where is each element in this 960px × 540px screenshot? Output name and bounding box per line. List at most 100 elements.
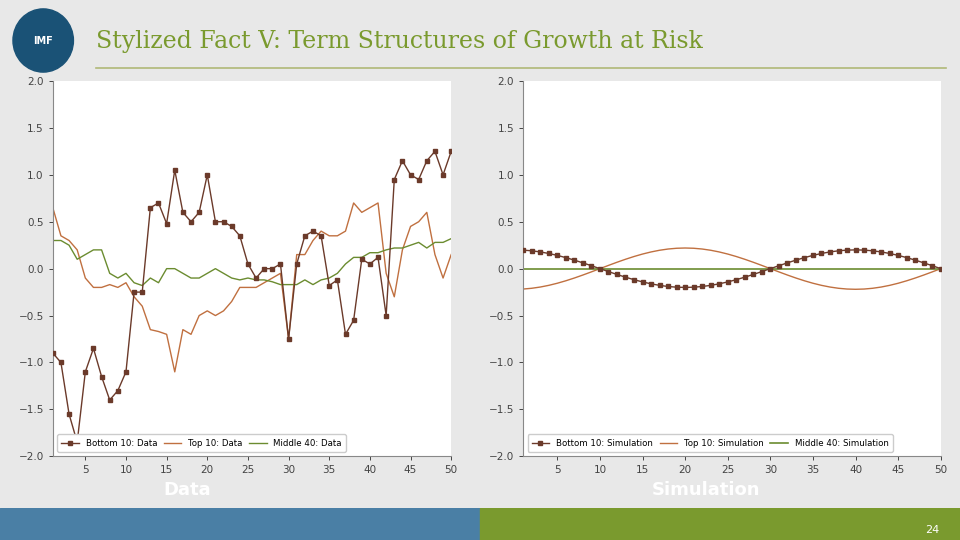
Top 10: Data: (33, 0.3): Data: (33, 0.3) xyxy=(307,237,319,244)
Bottom 10: Simulation: (43, 0.178): Simulation: (43, 0.178) xyxy=(876,249,887,255)
Middle 40: Data: (35, -0.1): Data: (35, -0.1) xyxy=(324,275,335,281)
Top 10: Simulation: (5, -0.156): Simulation: (5, -0.156) xyxy=(552,280,564,287)
Middle 40: Data: (30, -0.17): Data: (30, -0.17) xyxy=(283,281,295,288)
Bottom 10: Simulation: (48, 0.0618): Simulation: (48, 0.0618) xyxy=(918,260,929,266)
Middle 40: Simulation: (3, 0): Simulation: (3, 0) xyxy=(535,265,546,272)
Top 10: Data: (40, 0.65): Data: (40, 0.65) xyxy=(364,205,375,211)
Bottom 10: Simulation: (17, -0.178): Simulation: (17, -0.178) xyxy=(654,282,665,288)
Bottom 10: Data: (50, 1.25): Data: (50, 1.25) xyxy=(445,148,457,154)
Middle 40: Data: (44, 0.22): Data: (44, 0.22) xyxy=(396,245,408,251)
Middle 40: Data: (12, -0.18): Data: (12, -0.18) xyxy=(136,282,148,289)
Middle 40: Simulation: (5, 0): Simulation: (5, 0) xyxy=(552,265,564,272)
Middle 40: Simulation: (46, 0): Simulation: (46, 0) xyxy=(900,265,912,272)
Bottom 10: Simulation: (11, -0.0313): Simulation: (11, -0.0313) xyxy=(603,268,614,275)
Bottom 10: Data: (29, 0.05): Data: (29, 0.05) xyxy=(275,261,286,267)
Bottom 10: Data: (4, -1.85): Data: (4, -1.85) xyxy=(71,439,83,446)
Bottom 10: Simulation: (39, 0.198): Simulation: (39, 0.198) xyxy=(841,247,852,253)
Bottom 10: Data: (37, -0.7): Data: (37, -0.7) xyxy=(340,331,351,338)
Middle 40: Data: (3, 0.25): Data: (3, 0.25) xyxy=(63,242,75,248)
Middle 40: Data: (9, -0.1): Data: (9, -0.1) xyxy=(112,275,124,281)
Middle 40: Data: (37, 0.05): Data: (37, 0.05) xyxy=(340,261,351,267)
Middle 40: Data: (25, -0.1): Data: (25, -0.1) xyxy=(242,275,253,281)
Top 10: Simulation: (25, 0.156): Simulation: (25, 0.156) xyxy=(722,251,733,257)
Top 10: Simulation: (45, -0.156): Simulation: (45, -0.156) xyxy=(893,280,904,287)
Middle 40: Simulation: (30, 0): Simulation: (30, 0) xyxy=(764,265,776,272)
Bottom 10: Simulation: (40, 0.2): Simulation: (40, 0.2) xyxy=(850,247,861,253)
Top 10: Data: (6, -0.2): Data: (6, -0.2) xyxy=(87,284,99,291)
Middle 40: Data: (47, 0.22): Data: (47, 0.22) xyxy=(421,245,433,251)
Middle 40: Simulation: (45, 0): Simulation: (45, 0) xyxy=(893,265,904,272)
Middle 40: Simulation: (37, 0): Simulation: (37, 0) xyxy=(825,265,836,272)
Top 10: Simulation: (15, 0.156): Simulation: (15, 0.156) xyxy=(636,251,648,257)
Middle 40: Data: (8, -0.05): Data: (8, -0.05) xyxy=(104,270,115,276)
Top 10: Data: (41, 0.7): Data: (41, 0.7) xyxy=(372,200,384,206)
Bottom 10: Data: (30, -0.75): Data: (30, -0.75) xyxy=(283,336,295,342)
Top 10: Data: (15, -0.7): Data: (15, -0.7) xyxy=(161,331,173,338)
Bar xyxy=(480,508,960,540)
Top 10: Data: (16, -1.1): Data: (16, -1.1) xyxy=(169,369,180,375)
Top 10: Simulation: (23, 0.196): Simulation: (23, 0.196) xyxy=(705,247,716,253)
Top 10: Data: (39, 0.6): Data: (39, 0.6) xyxy=(356,209,368,215)
Middle 40: Data: (16, 0): Data: (16, 0) xyxy=(169,265,180,272)
Bottom 10: Data: (31, 0.05): Data: (31, 0.05) xyxy=(291,261,302,267)
Bottom 10: Data: (36, -0.12): Data: (36, -0.12) xyxy=(331,276,343,283)
Top 10: Data: (12, -0.4): Data: (12, -0.4) xyxy=(136,303,148,309)
Bottom 10: Simulation: (19, -0.198): Simulation: (19, -0.198) xyxy=(671,284,683,291)
Bottom 10: Simulation: (21, -0.198): Simulation: (21, -0.198) xyxy=(688,284,700,291)
Top 10: Simulation: (43, -0.196): Simulation: (43, -0.196) xyxy=(876,284,887,291)
Middle 40: Data: (22, -0.05): Data: (22, -0.05) xyxy=(218,270,229,276)
Bottom 10: Data: (45, 1): Data: (45, 1) xyxy=(405,172,417,178)
Bottom 10: Simulation: (7, 0.0908): Simulation: (7, 0.0908) xyxy=(568,257,580,264)
Top 10: Data: (3, 0.3): Data: (3, 0.3) xyxy=(63,237,75,244)
Bottom 10: Data: (32, 0.35): Data: (32, 0.35) xyxy=(300,233,311,239)
Middle 40: Data: (38, 0.12): Data: (38, 0.12) xyxy=(348,254,359,261)
Top 10: Data: (46, 0.5): Data: (46, 0.5) xyxy=(413,219,424,225)
Bottom 10: Data: (2, -1): Data: (2, -1) xyxy=(55,359,66,366)
Middle 40: Data: (18, -0.1): Data: (18, -0.1) xyxy=(185,275,197,281)
Middle 40: Simulation: (25, 0): Simulation: (25, 0) xyxy=(722,265,733,272)
Bottom 10: Data: (28, 0): Data: (28, 0) xyxy=(267,265,278,272)
Bottom 10: Data: (17, 0.6): Data: (17, 0.6) xyxy=(178,209,189,215)
Bottom 10: Data: (13, 0.65): Data: (13, 0.65) xyxy=(145,205,156,211)
Top 10: Data: (35, 0.35): Data: (35, 0.35) xyxy=(324,233,335,239)
Top 10: Simulation: (37, -0.196): Simulation: (37, -0.196) xyxy=(825,284,836,291)
Bottom 10: Data: (1, -0.9): Data: (1, -0.9) xyxy=(47,350,59,356)
Top 10: Data: (36, 0.35): Data: (36, 0.35) xyxy=(331,233,343,239)
Top 10: Simulation: (42, -0.209): Simulation: (42, -0.209) xyxy=(867,285,878,292)
Middle 40: Data: (48, 0.28): Data: (48, 0.28) xyxy=(429,239,441,246)
Bottom 10: Simulation: (15, -0.141): Simulation: (15, -0.141) xyxy=(636,279,648,285)
Middle 40: Data: (34, -0.12): Data: (34, -0.12) xyxy=(315,276,326,283)
Bottom 10: Simulation: (31, 0.0313): Simulation: (31, 0.0313) xyxy=(773,262,784,269)
Text: Simulation: Simulation xyxy=(651,481,760,499)
Top 10: Simulation: (21, 0.217): Simulation: (21, 0.217) xyxy=(688,245,700,252)
Top 10: Data: (32, 0.15): Data: (32, 0.15) xyxy=(300,251,311,258)
Bottom 10: Simulation: (10, -0): Simulation: (10, -0) xyxy=(594,265,606,272)
Top 10: Data: (44, 0.2): Data: (44, 0.2) xyxy=(396,247,408,253)
Top 10: Simulation: (11, 0.0344): Simulation: (11, 0.0344) xyxy=(603,262,614,269)
Bottom 10: Data: (7, -1.15): Data: (7, -1.15) xyxy=(96,373,108,380)
Bottom 10: Simulation: (28, -0.0618): Simulation: (28, -0.0618) xyxy=(748,271,759,278)
Bottom 10: Simulation: (34, 0.118): Simulation: (34, 0.118) xyxy=(799,254,810,261)
Middle 40: Simulation: (33, 0): Simulation: (33, 0) xyxy=(790,265,802,272)
Top 10: Data: (8, -0.17): Data: (8, -0.17) xyxy=(104,281,115,288)
Circle shape xyxy=(13,9,73,72)
Top 10: Data: (48, 0.15): Data: (48, 0.15) xyxy=(429,251,441,258)
Middle 40: Simulation: (50, 0): Simulation: (50, 0) xyxy=(935,265,947,272)
Top 10: Simulation: (16, 0.178): Simulation: (16, 0.178) xyxy=(645,249,657,255)
Bottom 10: Simulation: (37, 0.178): Simulation: (37, 0.178) xyxy=(825,249,836,255)
Top 10: Simulation: (48, -0.068): Simulation: (48, -0.068) xyxy=(918,272,929,278)
Bottom 10: Simulation: (9, 0.0313): Simulation: (9, 0.0313) xyxy=(586,262,597,269)
Middle 40: Data: (4, 0.1): Data: (4, 0.1) xyxy=(71,256,83,262)
Text: 24: 24 xyxy=(924,524,939,535)
Middle 40: Data: (13, -0.1): Data: (13, -0.1) xyxy=(145,275,156,281)
Middle 40: Simulation: (21, 0): Simulation: (21, 0) xyxy=(688,265,700,272)
Text: IMF: IMF xyxy=(34,36,53,45)
Middle 40: Data: (29, -0.17): Data: (29, -0.17) xyxy=(275,281,286,288)
Top 10: Simulation: (1, -0.217): Simulation: (1, -0.217) xyxy=(517,286,529,292)
Bottom 10: Simulation: (47, 0.0908): Simulation: (47, 0.0908) xyxy=(909,257,921,264)
Top 10: Simulation: (44, -0.178): Simulation: (44, -0.178) xyxy=(884,282,896,288)
Top 10: Simulation: (17, 0.196): Simulation: (17, 0.196) xyxy=(654,247,665,253)
Bottom 10: Simulation: (36, 0.162): Simulation: (36, 0.162) xyxy=(816,250,828,256)
Bottom 10: Simulation: (44, 0.162): Simulation: (44, 0.162) xyxy=(884,250,896,256)
Top 10: Simulation: (49, -0.0344): Simulation: (49, -0.0344) xyxy=(926,268,938,275)
